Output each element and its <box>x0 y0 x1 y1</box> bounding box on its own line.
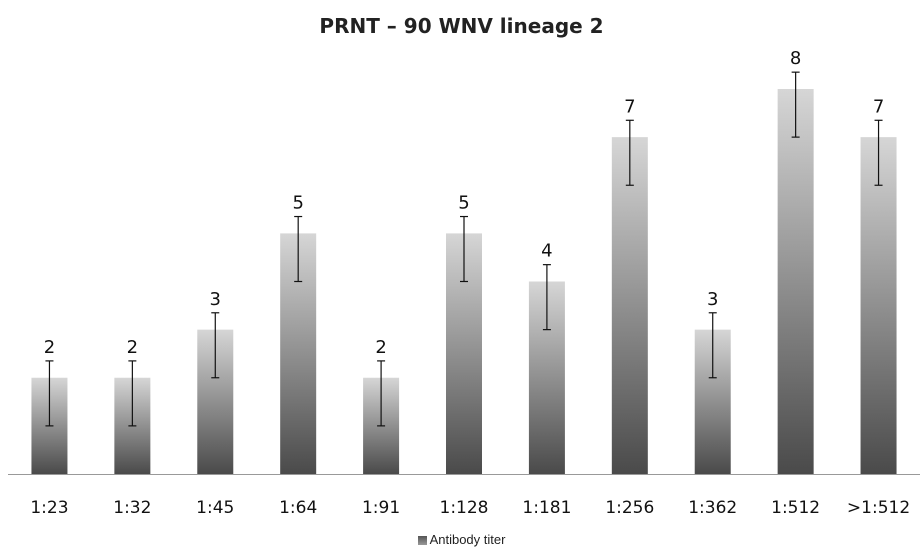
x-tick-labels-layer: 1:23 1:32 1:45 1:64 1:91 1:128 1:181 1:256 1:362… <box>30 498 910 518</box>
x-tick-label: 1:91 <box>362 498 400 518</box>
bars-layer <box>31 89 897 474</box>
error-bars-layer <box>45 71 883 427</box>
x-tick-label: 1:128 <box>440 498 489 518</box>
data-label: 8 <box>790 48 801 69</box>
x-tick-label: 1:512 <box>771 498 820 518</box>
data-label: 5 <box>292 193 303 214</box>
x-tick-label: 1:64 <box>279 498 317 518</box>
legend-label: Antibody titer <box>429 532 506 547</box>
x-tick-label: 1:45 <box>196 498 234 518</box>
error-bar <box>542 264 551 331</box>
error-bar <box>791 71 800 138</box>
x-tick-label: 1:32 <box>113 498 151 518</box>
error-bar <box>460 215 468 283</box>
error-bar <box>128 360 137 427</box>
bar <box>611 137 648 474</box>
error-bar <box>45 360 54 427</box>
x-tick-label: 1:181 <box>522 498 571 518</box>
error-bar <box>625 119 634 186</box>
error-bar <box>211 312 220 379</box>
x-tick-label: 1:256 <box>605 498 654 518</box>
x-tick-label: 1:362 <box>688 498 737 518</box>
x-tick-label: 1:23 <box>30 498 68 518</box>
x-tick-label: >1:512 <box>847 498 910 518</box>
chart-title: PRNT – 90 WNV lineage 2 <box>319 14 604 38</box>
legend-swatch <box>417 536 427 546</box>
data-label: 2 <box>375 337 386 358</box>
data-label: 5 <box>458 193 469 214</box>
data-label: 3 <box>707 289 718 310</box>
error-bar <box>874 119 883 186</box>
data-label: 3 <box>210 289 221 310</box>
data-labels-layer: 2 2 3 5 2 5 4 7 3 8 7 <box>44 48 885 358</box>
bar <box>777 89 814 474</box>
bar <box>860 137 897 474</box>
data-label: 2 <box>127 337 138 358</box>
legend: Antibody titer <box>0 532 923 548</box>
data-label: 7 <box>873 96 884 117</box>
error-bar <box>708 312 717 379</box>
data-label: 4 <box>541 241 552 262</box>
error-bar <box>377 360 386 427</box>
error-bar <box>294 215 303 283</box>
data-label: 7 <box>624 96 635 117</box>
data-label: 2 <box>44 337 55 358</box>
